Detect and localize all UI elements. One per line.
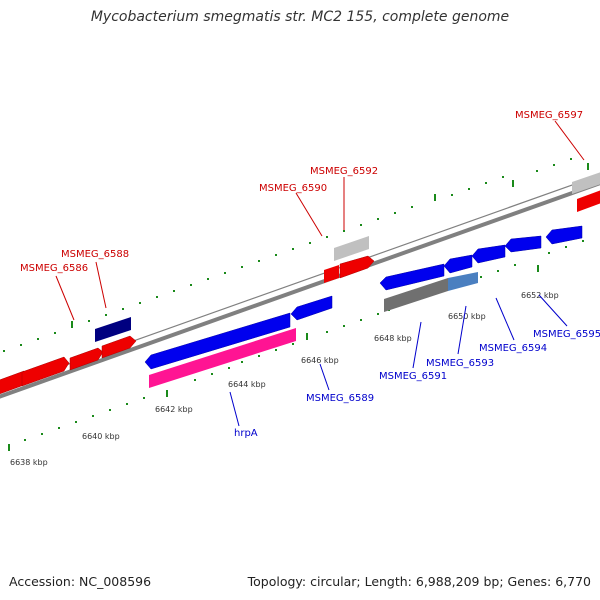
- gene-arrow-forward[interactable]: [95, 317, 131, 342]
- genome-backbone: [0, 174, 600, 399]
- forward-gene-labels: MSMEG_6586 MSMEG_6588 MSMEG_6590 MSMEG_6…: [20, 110, 583, 274]
- gene-label[interactable]: MSMEG_6594: [479, 343, 547, 354]
- gene-label[interactable]: MSMEG_6592: [310, 166, 378, 177]
- gene-arrow-reverse[interactable]: [504, 235, 542, 253]
- gene-label[interactable]: hrpA: [234, 428, 258, 439]
- gene-arrow-forward[interactable]: [69, 347, 104, 371]
- forward-genes[interactable]: [0, 171, 600, 396]
- gene-arrow-forward[interactable]: [577, 189, 600, 212]
- gene-label[interactable]: MSMEG_6588: [61, 249, 129, 260]
- gene-arrow-forward[interactable]: [101, 335, 137, 359]
- gene-arrow-reverse[interactable]: [144, 312, 291, 370]
- gene-arrow-forward[interactable]: [334, 236, 369, 261]
- gene-arrow-forward[interactable]: [324, 265, 339, 283]
- scale-label: 6642 kbp: [155, 405, 193, 414]
- scale-label: 6646 kbp: [301, 356, 339, 365]
- scale-label: 6638 kbp: [10, 458, 48, 467]
- gene-arrow-forward[interactable]: [572, 171, 600, 194]
- gene-arrow-forward[interactable]: [339, 255, 375, 279]
- genome-summary-text: Topology: circular; Length: 6,988,209 bp…: [247, 574, 591, 589]
- gene-label[interactable]: MSMEG_6591: [379, 371, 447, 382]
- scale-label: 6648 kbp: [374, 334, 412, 343]
- scale-label: 6644 kbp: [228, 380, 266, 389]
- gene-arrow-reverse[interactable]: [545, 225, 583, 245]
- map-title: Mycobacterium smegmatis str. MC2 155, co…: [90, 9, 510, 25]
- gene-arrow-forward[interactable]: [21, 356, 70, 387]
- gene-label[interactable]: MSMEG_6590: [259, 183, 327, 194]
- forward-tick-track: [3, 158, 589, 352]
- gene-arrow-reverse[interactable]: [379, 263, 445, 291]
- gene-arrow-reverse[interactable]: [290, 295, 333, 321]
- gene-arrow-reverse[interactable]: [448, 272, 478, 291]
- gene-label[interactable]: MSMEG_6589: [306, 393, 374, 404]
- scale-label: 6650 kbp: [448, 312, 486, 321]
- gene-label[interactable]: MSMEG_6586: [20, 263, 88, 274]
- scale-label: 6640 kbp: [82, 432, 120, 441]
- gene-arrow-reverse[interactable]: [471, 244, 506, 264]
- accession-text: Accession: NC_008596: [9, 574, 152, 589]
- gene-selected-hrpA[interactable]: [149, 328, 296, 388]
- gene-label[interactable]: MSMEG_6595: [533, 329, 600, 340]
- reverse-genes[interactable]: [144, 225, 583, 388]
- reverse-gene-labels: hrpA MSMEG_6589 MSMEG_6591 MSMEG_6593 MS…: [234, 329, 600, 439]
- label-leaders: [55, 120, 585, 427]
- gene-label[interactable]: MSMEG_6597: [515, 110, 583, 121]
- gene-arrow-reverse[interactable]: [384, 278, 448, 312]
- gene-arrow-reverse[interactable]: [443, 254, 473, 274]
- gene-label[interactable]: MSMEG_6593: [426, 358, 494, 369]
